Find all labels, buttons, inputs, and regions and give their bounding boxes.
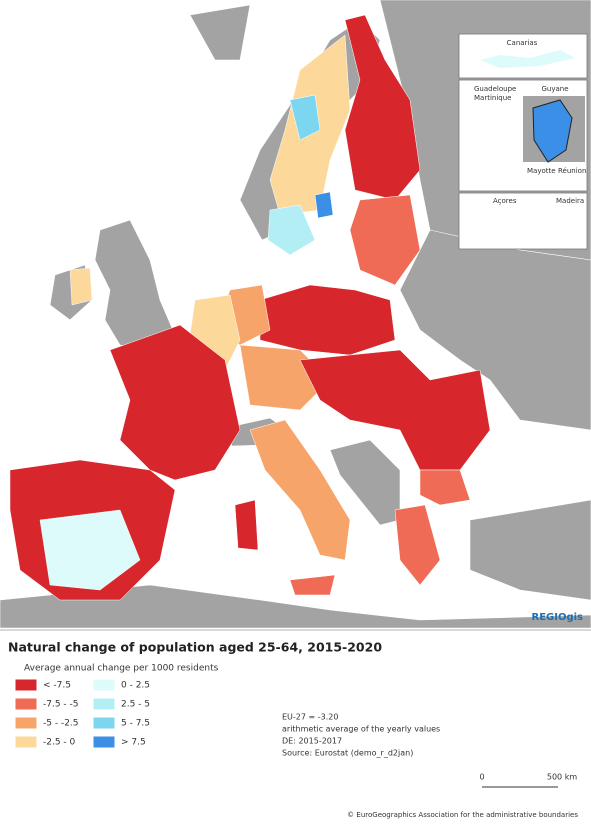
title: Natural change of population aged 25-64,… (8, 640, 382, 655)
inset-label: Açores (493, 197, 517, 205)
inset-label: Mayotte (527, 167, 556, 175)
legend-swatch (92, 678, 116, 692)
canarias-shape (480, 50, 575, 68)
note: EU-27 = -3.20 (282, 713, 338, 722)
legend-swatch (14, 716, 38, 730)
legend-label: -7.5 - -5 (43, 700, 79, 710)
legend-label: > 7.5 (121, 738, 146, 748)
scale-label: 0 (479, 773, 484, 782)
inset-label: Martinique (474, 94, 511, 102)
inset-label: Guyane (541, 85, 568, 93)
legend-label: -5 - -2.5 (43, 719, 79, 729)
footer: © EuroGeographics Association for the ad… (347, 811, 578, 819)
subtitle: Average annual change per 1000 residents (24, 664, 219, 674)
legend-swatch (92, 697, 116, 711)
note: arithmetic average of the yearly values (282, 725, 440, 734)
legend-swatch (92, 716, 116, 730)
legend-swatch (14, 678, 38, 692)
legend-swatch (14, 697, 38, 711)
note: Source: Eurostat (demo_r_d2jan) (282, 749, 413, 758)
legend-swatch (92, 735, 116, 749)
legend: < -7.5 -7.5 - -5 -5 - -2.5 -2.5 - 0 0 - 2.5 2… (14, 678, 150, 749)
legend-label: < -7.5 (43, 681, 71, 691)
logo: REGIOgis (532, 612, 584, 623)
guyane-shape (532, 99, 573, 163)
legend-label: 0 - 2.5 (121, 681, 150, 691)
scale-label: 500 km (547, 773, 577, 782)
inset-label: Guadeloupe (474, 85, 516, 93)
legend-swatch (14, 735, 38, 749)
legend-label: -2.5 - 0 (43, 738, 76, 748)
legend-label: 2.5 - 5 (121, 700, 150, 710)
inset-label: Réunion (558, 167, 586, 175)
eu-regions (9, 14, 491, 601)
inset-label: Madeira (556, 197, 584, 205)
legend-label: 5 - 7.5 (121, 719, 150, 729)
inset-label: Canarias (507, 39, 538, 47)
note: DE: 2015-2017 (282, 737, 342, 746)
